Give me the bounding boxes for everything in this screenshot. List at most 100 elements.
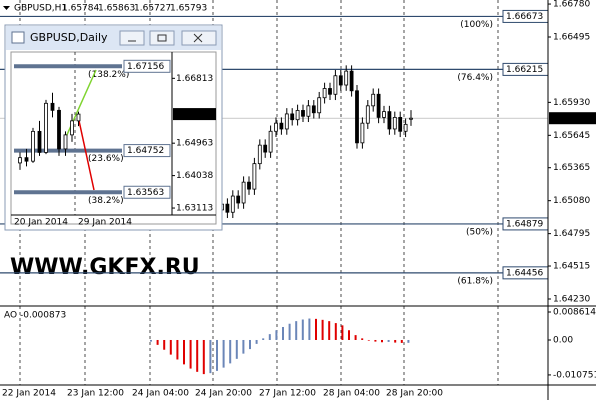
ao-bar: [348, 330, 350, 340]
candle-body: [284, 113, 289, 130]
candle-body: [279, 122, 284, 130]
ao-bar: [315, 318, 317, 340]
candle-body: [241, 181, 246, 204]
x-tick-label: 20 Jan 2014: [14, 218, 68, 228]
y-tick-label: 1.66495: [553, 33, 590, 43]
ao-bar: [196, 339, 199, 372]
y-tick-label: 1.65930: [553, 98, 590, 108]
fib-label: (38.2%): [88, 196, 124, 206]
candle-body: [392, 116, 397, 130]
close-button[interactable]: [181, 30, 217, 46]
candle-body: [274, 122, 278, 132]
candle-body: [268, 130, 273, 153]
candle-body: [371, 93, 376, 107]
level-price-box: [123, 144, 171, 158]
ao-value: -0.000873: [20, 311, 66, 321]
candle-body: [18, 157, 22, 164]
y-tick-label: 1.64038: [176, 171, 213, 181]
ao-bar: [209, 339, 212, 374]
candle-body: [382, 111, 386, 118]
candle-body: [50, 102, 55, 111]
ao-bar: [229, 339, 232, 364]
chart-title: GBPUSD,H1: [14, 4, 67, 14]
ao-title: AO: [4, 311, 17, 321]
daily-window: GBPUSD,Daily 20 Jan 2014 29 Jan 2014 (138.…: [4, 24, 223, 231]
current-price-box: [549, 112, 596, 125]
current-price-box: [173, 108, 216, 121]
y-tick-label: 1.65365: [553, 163, 590, 173]
current-price: 1.65793: [552, 114, 589, 124]
maximize-button[interactable]: [149, 30, 175, 46]
candle-body: [333, 75, 338, 95]
candle-body: [70, 120, 74, 136]
fib-label: (76.4%): [457, 73, 493, 83]
ao-bar: [255, 339, 258, 344]
inset-title: GBPUSD,Daily: [30, 31, 108, 44]
candle-body: [311, 105, 316, 114]
ao-bar: [216, 339, 218, 371]
ao-bar: [321, 319, 324, 340]
ao-bar: [189, 339, 192, 369]
candle-body: [31, 130, 35, 162]
candle-body: [338, 75, 343, 86]
ohlc-value: 1.65784: [62, 4, 99, 14]
y-tick-label: 0.008614: [553, 307, 596, 317]
ao-bar: [295, 321, 298, 340]
ao-bar: [183, 339, 185, 365]
ao-bar: [249, 339, 251, 350]
ao-bar: [387, 339, 390, 342]
y-tick-label: 1.66813: [176, 74, 213, 84]
candle-body: [290, 113, 295, 121]
current-price: 1.65793: [175, 110, 212, 120]
ao-bar: [150, 339, 152, 342]
x-tick-label: 24 Jan 04:00: [132, 389, 189, 399]
fib-label: (61.8%): [457, 276, 493, 286]
ao-bar: [268, 334, 271, 340]
candle-body: [44, 102, 48, 153]
ao-bar: [308, 318, 311, 340]
y-tick-label: 1.64230: [553, 294, 590, 304]
candle-body: [328, 88, 332, 95]
y-tick-label: 1.64963: [176, 139, 213, 149]
ohlc-value: 1.65793: [170, 4, 207, 14]
ohlc-value: 1.65863: [98, 4, 135, 14]
level-price: 1.66673: [506, 12, 543, 22]
y-tick-label: 1.66780: [553, 0, 590, 10]
level-price: 1.67156: [127, 62, 164, 72]
level-price: 1.64456: [506, 268, 543, 278]
ao-bar: [222, 339, 225, 368]
ao-bar: [354, 335, 357, 340]
candle-body: [409, 117, 413, 120]
ao-bar: [163, 339, 166, 350]
minimize-button[interactable]: [119, 30, 145, 46]
symbol-dropdown: [3, 6, 10, 10]
candle-body: [252, 163, 257, 190]
watermark: WWW.GKFX.RU: [10, 255, 200, 280]
y-tick-label: 1.63113: [176, 204, 213, 214]
ao-bar: [328, 321, 331, 340]
ao-bar: [301, 319, 304, 340]
candle-body: [301, 110, 305, 117]
fib-label: (23.6%): [88, 154, 124, 164]
candle-body: [344, 70, 349, 86]
level-price: 1.66215: [506, 65, 543, 75]
fib-label: (138.2%): [88, 70, 129, 80]
ao-bar: [242, 339, 245, 354]
level-price: 1.64752: [127, 146, 164, 156]
candle-body: [230, 195, 235, 213]
fib-label: (100%): [460, 20, 493, 30]
ao-bar: [202, 339, 205, 375]
candle-body: [295, 110, 300, 121]
x-tick-label: 22 Jan 2014: [2, 389, 56, 399]
ao-bar: [381, 339, 383, 343]
x-tick-label: 23 Jan 12:00: [67, 389, 124, 399]
x-tick-label: 24 Jan 20:00: [195, 389, 252, 399]
ao-bar: [394, 339, 397, 343]
ao-bar: [407, 339, 410, 343]
candle-body: [355, 90, 359, 144]
y-tick-label: -0.010751: [553, 370, 596, 380]
level-price-box: [123, 185, 171, 199]
candle-body: [398, 116, 403, 132]
